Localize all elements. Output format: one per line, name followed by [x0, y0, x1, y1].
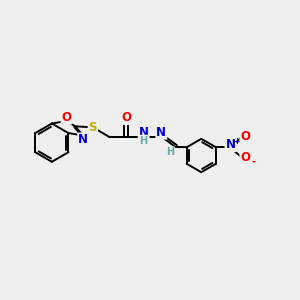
Text: N: N: [139, 126, 148, 139]
Text: O: O: [121, 111, 131, 124]
Text: N: N: [226, 138, 236, 151]
Text: O: O: [240, 151, 250, 164]
Text: S: S: [88, 121, 97, 134]
Text: O: O: [240, 130, 250, 143]
Text: +: +: [233, 137, 240, 146]
Text: O: O: [61, 111, 72, 124]
Text: H: H: [166, 147, 174, 157]
Text: -: -: [251, 156, 255, 167]
Text: N: N: [156, 126, 166, 139]
Text: N: N: [78, 134, 88, 146]
Text: H: H: [140, 136, 148, 146]
